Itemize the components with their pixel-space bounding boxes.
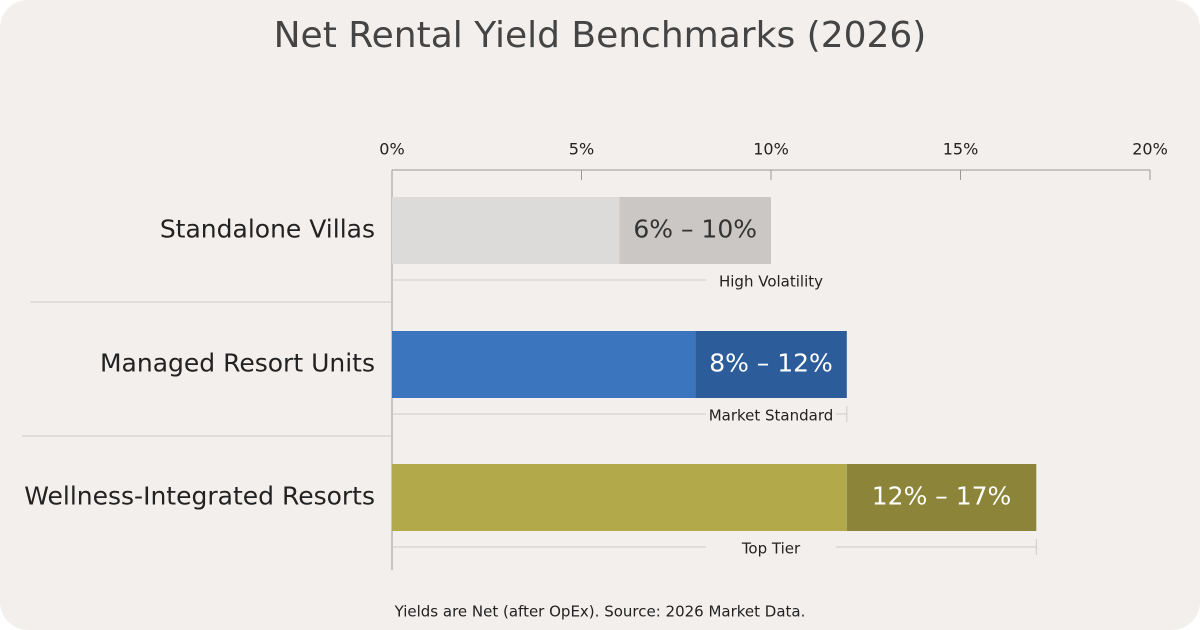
annotation-background [706,536,836,558]
value-label: 12% – 17% [872,482,1012,511]
annotation: Market Standard [709,407,834,425]
range-bar [619,197,771,264]
x-tick-label: 5% [569,140,594,159]
range-bar [695,331,847,398]
annotation: Top Tier [741,540,801,558]
category-label: Managed Resort Units [100,349,375,378]
x-tick-label: 15% [943,140,979,159]
base-bar [392,197,620,264]
x-tick-label: 0% [379,140,404,159]
x-tick-label: 20% [1132,140,1168,159]
footnote: Yields are Net (after OpEx). Source: 202… [394,603,806,621]
x-tick-label: 10% [753,140,789,159]
annotation: High Volatility [719,273,823,291]
category-label: Wellness-Integrated Resorts [24,482,375,511]
range-bar [846,464,1037,531]
base-bar [392,331,696,398]
base-bar [392,464,847,531]
value-label: 6% – 10% [633,215,757,244]
category-label: Standalone Villas [160,215,375,244]
chart-title: Net Rental Yield Benchmarks (2026) [274,15,927,56]
annotation-background [706,403,836,425]
value-label: 8% – 12% [709,349,833,378]
annotation-background [706,269,836,291]
